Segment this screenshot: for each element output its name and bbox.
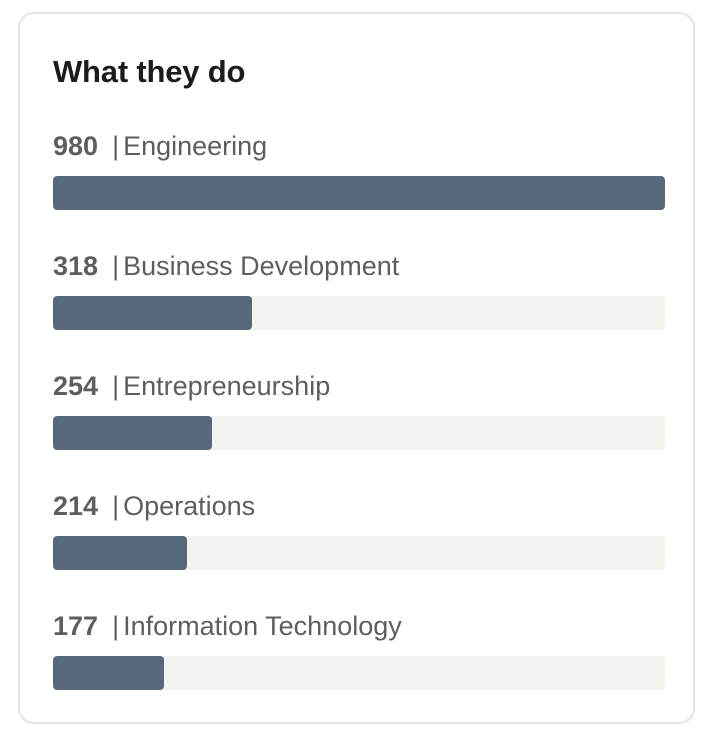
row-separator: | (112, 371, 120, 401)
row-count: 214 (53, 491, 99, 521)
row-label: 318 | Business Development (53, 248, 399, 284)
row-separator: | (112, 131, 120, 161)
bar-track (53, 656, 665, 690)
function-row-information-technology[interactable]: 177 | Information Technology (53, 608, 665, 698)
row-function-name: Business Development (123, 251, 400, 281)
card-title: What they do (53, 54, 246, 89)
function-row-business-development[interactable]: 318 | Business Development (53, 248, 665, 338)
bar-track (53, 176, 665, 210)
row-count: 318 (53, 251, 99, 281)
bar-fill (53, 296, 252, 330)
row-count: 254 (53, 371, 99, 401)
bar-track (53, 296, 665, 330)
bar-fill (53, 656, 164, 690)
bar-fill (53, 536, 187, 570)
row-label: 254 | Entrepreneurship (53, 368, 330, 404)
bar-fill (53, 416, 212, 450)
row-count: 177 (53, 611, 99, 641)
what-they-do-card: What they do 980 | Engineering 318 | Busines… (18, 12, 695, 724)
bar-track (53, 416, 665, 450)
row-label: 980 | Engineering (53, 128, 267, 164)
bar-fill (53, 176, 665, 210)
row-function-name: Information Technology (123, 611, 402, 641)
row-function-name: Entrepreneurship (123, 371, 331, 401)
function-row-entrepreneurship[interactable]: 254 | Entrepreneurship (53, 368, 665, 458)
row-count: 980 (53, 131, 99, 161)
function-row-operations[interactable]: 214 | Operations (53, 488, 665, 578)
row-separator: | (112, 491, 120, 521)
row-label: 177 | Information Technology (53, 608, 402, 644)
row-separator: | (112, 611, 120, 641)
row-label: 214 | Operations (53, 488, 255, 524)
bar-track (53, 536, 665, 570)
row-function-name: Operations (123, 491, 256, 521)
row-separator: | (112, 251, 120, 281)
function-row-engineering[interactable]: 980 | Engineering (53, 128, 665, 218)
row-function-name: Engineering (123, 131, 268, 161)
